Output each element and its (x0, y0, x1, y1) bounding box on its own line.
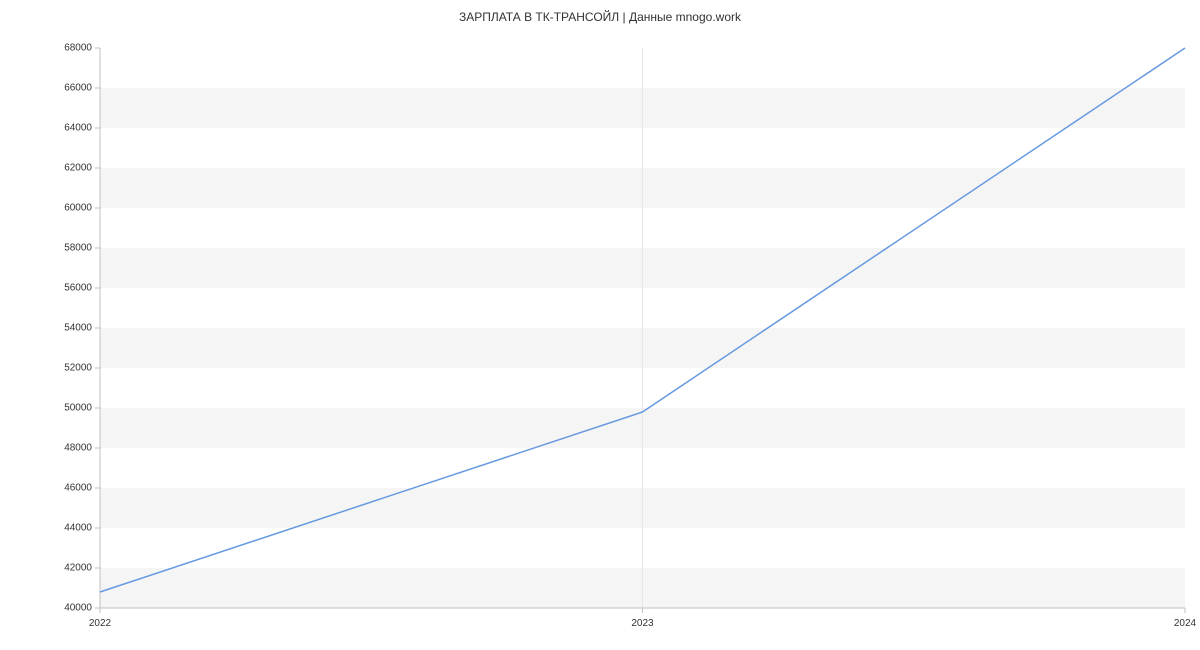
y-tick-label: 58000 (64, 243, 92, 254)
y-tick-label: 52000 (64, 363, 92, 374)
y-tick-label: 44000 (64, 523, 92, 534)
y-tick-label: 68000 (64, 43, 92, 54)
y-tick-label: 50000 (64, 403, 92, 414)
y-tick-label: 48000 (64, 443, 92, 454)
y-tick-label: 64000 (64, 123, 92, 134)
y-tick-label: 46000 (64, 483, 92, 494)
y-tick-label: 42000 (64, 563, 92, 574)
chart-container: ЗАРПЛАТА В ТК-ТРАНСОЙЛ | Данные mnogo.wo… (0, 0, 1200, 650)
y-tick-label: 66000 (64, 83, 92, 94)
y-tick-label: 60000 (64, 203, 92, 214)
x-tick-label: 2022 (89, 618, 112, 629)
line-chart: 40000 42000 44000 46000 48000 50000 52000 54000… (0, 0, 1200, 650)
y-tick-label: 54000 (64, 323, 92, 334)
x-tick-label: 2024 (1174, 618, 1197, 629)
y-tick-label: 56000 (64, 283, 92, 294)
chart-title: ЗАРПЛАТА В ТК-ТРАНСОЙЛ | Данные mnogo.wo… (0, 10, 1200, 24)
x-tick-label: 2023 (631, 618, 654, 629)
y-tick-label: 62000 (64, 163, 92, 174)
y-tick-label: 40000 (64, 603, 92, 614)
